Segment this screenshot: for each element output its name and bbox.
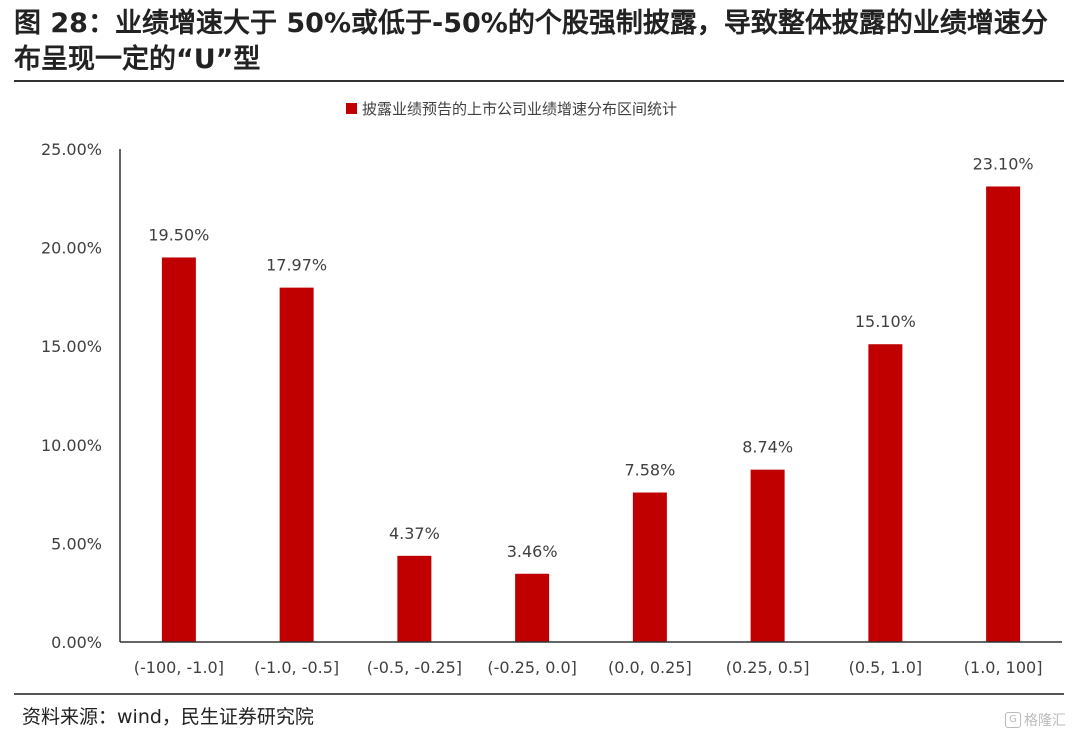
legend-swatch [346,103,357,114]
source-note: 资料来源：wind，民生证券研究院 [22,706,314,728]
bar [750,469,785,642]
x-tick-label: (0.25, 0.5] [726,658,810,677]
bar-value-label: 23.10% [973,154,1034,173]
bar [397,555,432,642]
bars [161,186,1021,642]
x-tick-label: (-1.0, -0.5] [254,658,339,677]
bar-value-label: 4.37% [389,524,440,543]
x-axis-ticks: (-100, -1.0] (-1.0, -0.5] (-0.5, -0.25] (-0… [134,658,1043,677]
bar-value-label: 7.58% [624,461,675,480]
bar [279,287,314,642]
y-tick-label: 15.00% [41,337,102,356]
footer-divider [14,693,1064,695]
watermark-text: 格隆汇 [1024,713,1066,729]
bar-value-label: 3.46% [507,542,558,561]
bar-chart: 披露业绩预告的上市公司业绩增速分布区间统计 0.00% 5.00% 10.00% 15… [41,100,1062,677]
y-tick-label: 5.00% [51,534,102,553]
x-tick-label: (0.0, 0.25] [608,658,692,677]
y-tick-label: 20.00% [41,239,102,258]
bar-value-label: 15.10% [855,312,916,331]
bar [632,492,667,642]
y-tick-label: 10.00% [41,436,102,455]
bar [868,344,903,642]
chart-title: 图 28：业绩增速大于 50%或低于-50%的个股强制披露，导致整体披露的业绩增… [14,8,1048,75]
chart-legend: 披露业绩预告的上市公司业绩增速分布区间统计 [346,100,677,118]
x-tick-label: (-100, -1.0] [134,658,224,677]
x-tick-label: (-0.25, 0.0] [487,658,577,677]
y-tick-label: 25.00% [41,140,102,159]
bar-value-label: 8.74% [742,438,793,457]
legend-label: 披露业绩预告的上市公司业绩增速分布区间统计 [362,100,677,118]
x-tick-label: (1.0, 100] [964,658,1043,677]
bar-value-label: 19.50% [148,225,209,244]
title-divider [14,80,1064,82]
data-labels: 19.50% 17.97% 4.37% 3.46% 7.58% 8.74% 15.10% 23… [148,154,1033,560]
bar [515,573,550,642]
y-axis-ticks: 0.00% 5.00% 10.00% 15.00% 20.00% 25.00% [41,140,102,652]
bar [161,257,196,642]
x-tick-label: (0.5, 1.0] [849,658,923,677]
watermark: G 格隆汇 [1005,710,1066,730]
bar [986,186,1021,642]
y-tick-label: 0.00% [51,633,102,652]
watermark-logo-icon: G [1005,712,1021,728]
bar-value-label: 17.97% [266,256,327,275]
x-tick-label: (-0.5, -0.25] [367,658,462,677]
